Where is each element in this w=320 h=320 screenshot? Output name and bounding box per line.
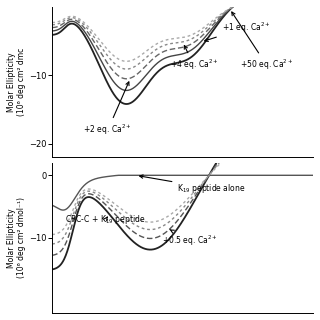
Text: CRC-C + K$_{19}$ peptide: CRC-C + K$_{19}$ peptide	[65, 213, 146, 226]
Text: +0.5 eq. Ca$^{2+}$: +0.5 eq. Ca$^{2+}$	[162, 229, 218, 248]
Y-axis label: Molar Ellipticity
(10⁶ deg cm² dmol⁻¹): Molar Ellipticity (10⁶ deg cm² dmol⁻¹)	[7, 197, 26, 278]
Text: K$_{19}$ peptide alone: K$_{19}$ peptide alone	[140, 175, 246, 195]
Text: +50 eq. Ca$^{2+}$: +50 eq. Ca$^{2+}$	[232, 12, 293, 72]
Text: +2 eq. Ca$^{2+}$: +2 eq. Ca$^{2+}$	[84, 82, 132, 137]
Y-axis label: Molar Ellipticity
(10⁶ deg cm² dmc: Molar Ellipticity (10⁶ deg cm² dmc	[7, 48, 26, 116]
Text: +4 eq. Ca$^{2+}$: +4 eq. Ca$^{2+}$	[170, 45, 218, 72]
Text: +1 eq. Ca$^{2+}$: +1 eq. Ca$^{2+}$	[205, 20, 270, 41]
